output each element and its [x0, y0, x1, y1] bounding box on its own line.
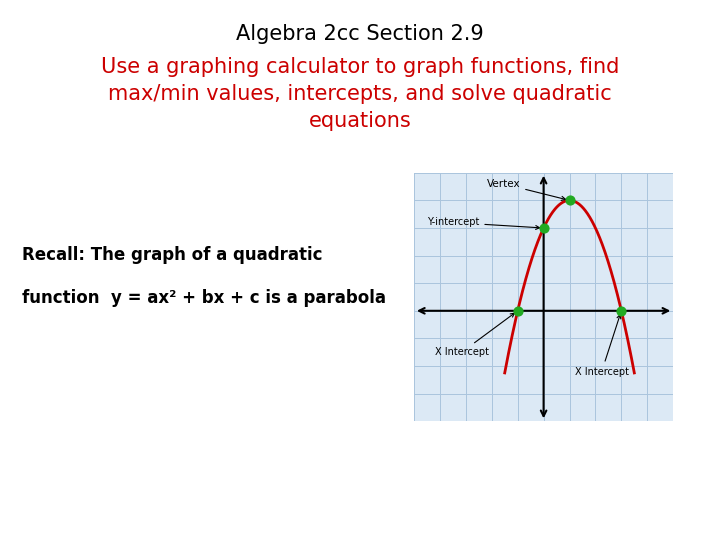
Point — [538, 224, 549, 232]
Text: Vertex: Vertex — [487, 179, 566, 200]
Text: Y-intercept: Y-intercept — [427, 218, 539, 230]
Text: Algebra 2cc Section 2.9: Algebra 2cc Section 2.9 — [236, 24, 484, 44]
Text: X Intercept: X Intercept — [435, 313, 515, 357]
Text: function  y = ax² + bx + c is a parabola: function y = ax² + bx + c is a parabola — [22, 289, 386, 307]
Point — [564, 196, 575, 205]
Text: Recall: The graph of a quadratic: Recall: The graph of a quadratic — [22, 246, 322, 264]
Text: Use a graphing calculator to graph functions, find
max/min values, intercepts, a: Use a graphing calculator to graph funct… — [101, 57, 619, 131]
Text: X Intercept: X Intercept — [575, 315, 629, 376]
Point — [512, 307, 523, 315]
Point — [616, 307, 627, 315]
